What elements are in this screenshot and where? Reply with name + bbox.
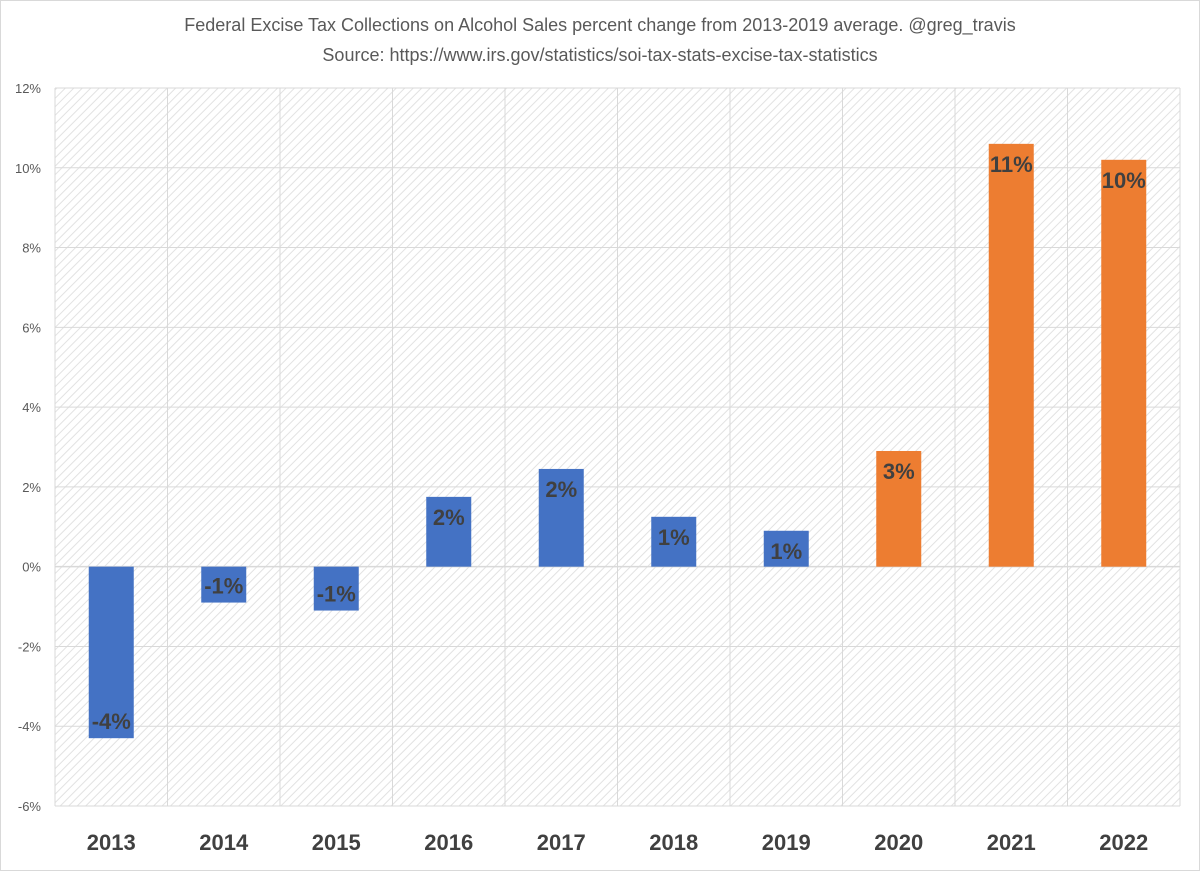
data-label-2017: 2% [545,477,577,502]
data-label-2013: -4% [92,709,131,734]
data-label-2019: 1% [770,539,802,564]
y-tick-label: 6% [22,320,41,335]
chart-subtitle: Source: https://www.irs.gov/statistics/s… [322,45,877,65]
data-label-2014: -1% [204,574,243,599]
y-tick-label: 2% [22,480,41,495]
data-label-2020: 3% [883,459,915,484]
bar-2022 [1101,159,1147,567]
x-tick-label: 2022 [1099,830,1148,855]
x-axis-ticks: 2013 2014 2015 2016 2017 2018 2019 2020 2021 2022 [87,830,1148,855]
data-labels: -4% -1% -1% 2% 2% 1% 1% 3% 11% 10% [92,152,1146,734]
y-tick-label: -6% [18,799,42,814]
x-tick-label: 2021 [987,830,1036,855]
bar-2013 [88,566,134,739]
bar-2021 [988,143,1034,567]
chart-title: Federal Excise Tax Collections on Alcoho… [184,15,1015,36]
bars [88,143,1147,739]
y-tick-label: 10% [15,161,41,176]
y-tick-label: 0% [22,560,41,575]
y-axis-ticks: 12% 10% 8% 6% 4% 2% 0% -2% -4% -6% [15,81,41,814]
x-tick-label: 2013 [87,830,136,855]
x-tick-label: 2017 [537,830,586,855]
y-tick-label: 4% [22,400,41,415]
bar-2018 [651,516,697,567]
y-tick-label: 12% [15,81,41,96]
bar-2020 [876,450,922,567]
data-label-2021: 11% [990,152,1033,177]
y-tick-label: 8% [22,241,41,256]
bar-2015 [313,566,359,611]
bar-2016 [426,496,472,567]
x-tick-label: 2020 [874,830,923,855]
data-label-2018: 1% [658,525,690,550]
x-tick-label: 2018 [649,830,698,855]
y-tick-label: -4% [18,719,42,734]
x-tick-label: 2015 [312,830,361,855]
data-label-2016: 2% [433,505,465,530]
data-label-2015: -1% [317,582,356,607]
bar-2017 [538,468,584,567]
x-tick-label: 2019 [762,830,811,855]
y-tick-label: -2% [18,639,42,654]
data-label-2022: 10% [1102,168,1146,193]
x-tick-label: 2014 [199,830,249,855]
bar-2019 [763,530,809,567]
bar-2014 [201,566,247,603]
x-tick-label: 2016 [424,830,473,855]
